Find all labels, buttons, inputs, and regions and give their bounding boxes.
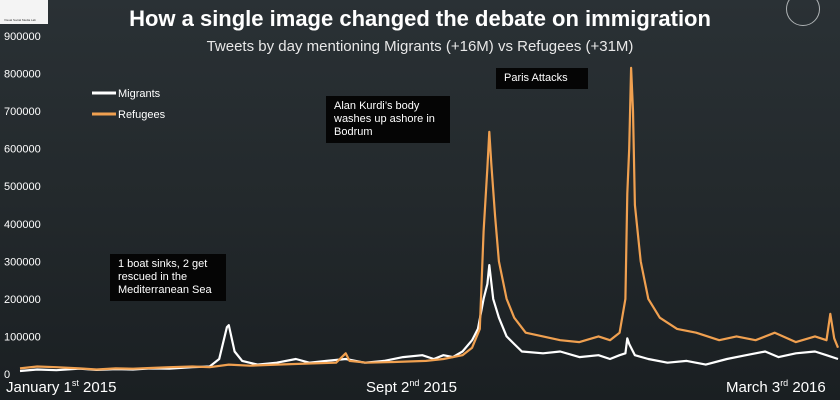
y-tick-label: 200000 bbox=[4, 294, 41, 306]
x-label-end: March 3rd 2016 bbox=[726, 378, 826, 396]
x-label-start: January 1st 2015 bbox=[6, 378, 117, 396]
legend-label-refugees: Refugees bbox=[118, 109, 166, 121]
ring-icon bbox=[786, 0, 820, 26]
logo-text: Visual Social Media Lab bbox=[4, 18, 36, 22]
y-tick-label: 300000 bbox=[4, 256, 41, 268]
x-label-mid: Sept 2nd 2015 bbox=[366, 378, 457, 396]
y-tick-label: 800000 bbox=[4, 69, 41, 81]
y-tick-label: 400000 bbox=[4, 219, 41, 231]
y-tick-label: 900000 bbox=[4, 31, 41, 43]
annotation-paris: Paris Attacks bbox=[496, 68, 588, 89]
series-line-refugees bbox=[19, 66, 840, 371]
y-tick-label: 100000 bbox=[4, 331, 41, 343]
y-axis: 0 100000 200000 300000 400000 500000 600000 700… bbox=[4, 31, 41, 381]
chart-title: How a single image changed the debate on… bbox=[129, 6, 711, 31]
legend-label-migrants: Migrants bbox=[118, 88, 161, 100]
annotation-boat: 1 boat sinks, 2 get rescued in the Medit… bbox=[110, 254, 226, 301]
plot-area bbox=[19, 66, 840, 373]
y-tick-label: 700000 bbox=[4, 106, 41, 118]
y-tick-label: 600000 bbox=[4, 144, 41, 156]
y-tick-label: 0 bbox=[4, 369, 10, 381]
chart-subtitle: Tweets by day mentioning Migrants (+16M)… bbox=[206, 38, 634, 55]
series-line-migrants bbox=[19, 264, 839, 373]
annotation-kurdi: Alan Kurdi’s body washes up ashore in Bo… bbox=[326, 96, 450, 143]
logo: Visual Social Media Lab bbox=[0, 0, 48, 24]
legend: Migrants Refugees bbox=[92, 88, 166, 121]
y-tick-label: 500000 bbox=[4, 181, 41, 193]
